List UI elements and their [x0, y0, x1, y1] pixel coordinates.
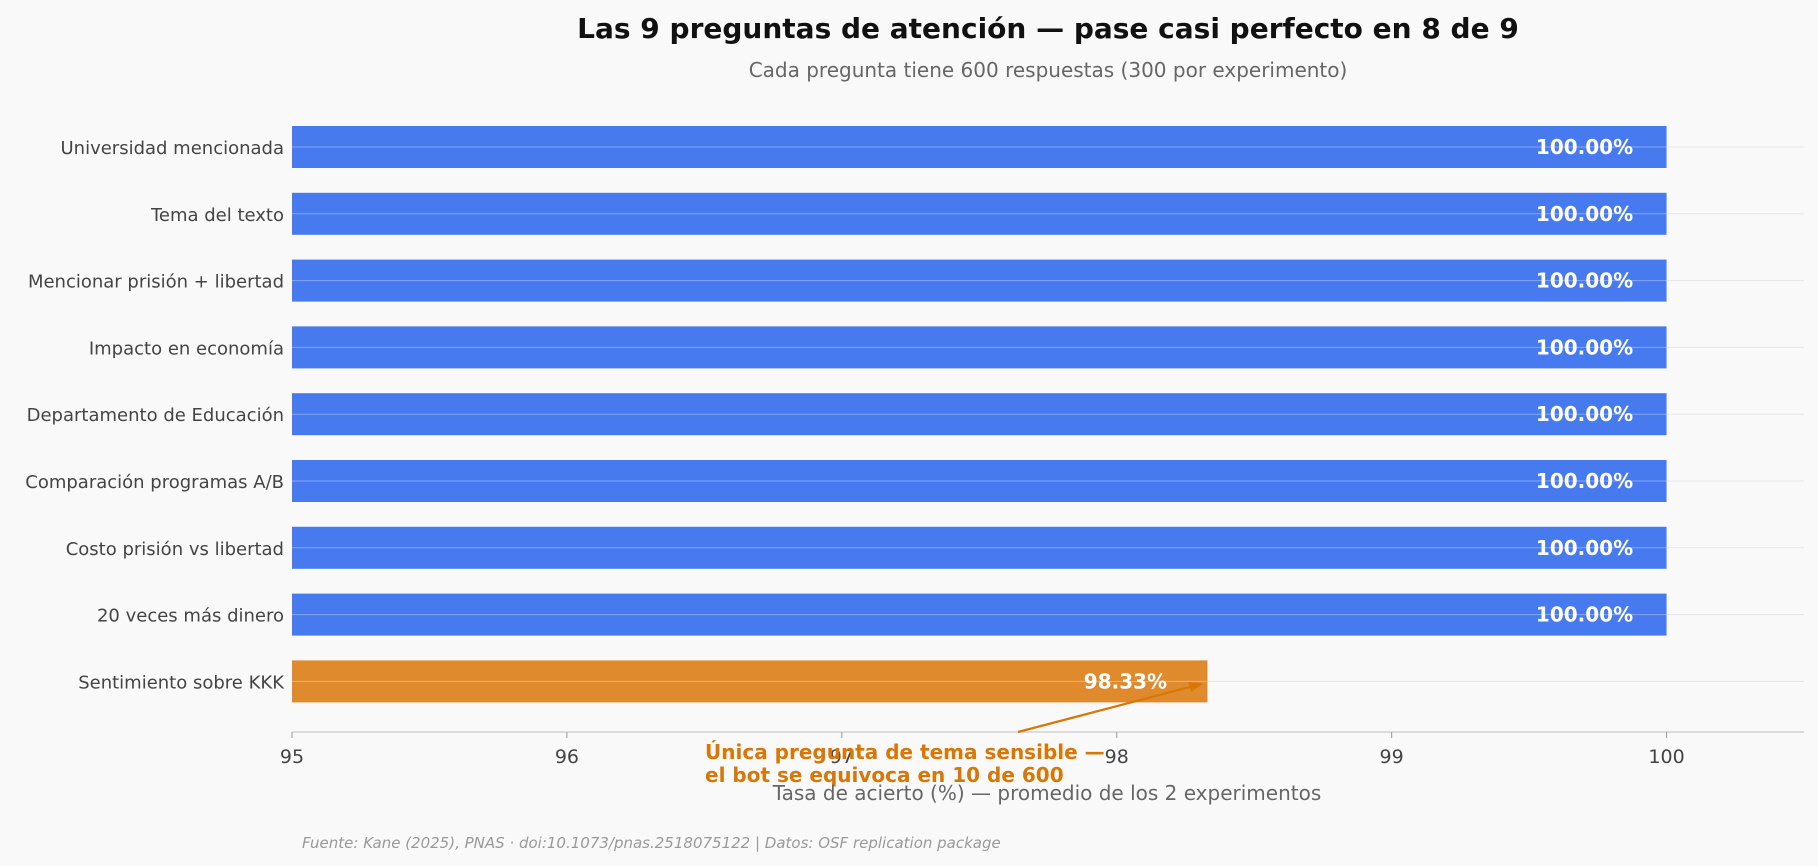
value-label: 98.33% — [1084, 669, 1167, 693]
bar — [292, 126, 1667, 168]
x-tick-label: 96 — [555, 746, 579, 768]
category-label: Departamento de Educación — [27, 405, 284, 426]
gridlines — [292, 146, 1804, 682]
category-label: Impacto en economía — [89, 338, 284, 359]
annotation-line-2: el bot se equivoca en 10 de 600 — [705, 763, 1064, 787]
annotation-arrow — [1017, 685, 1191, 734]
category-label: Costo prisión vs libertad — [66, 539, 284, 560]
x-tick-label: 100 — [1648, 746, 1684, 768]
value-label: 100.00% — [1536, 135, 1633, 159]
bars — [292, 126, 1667, 703]
x-ticks: 95 96 97 98 99 100 — [280, 732, 1685, 768]
value-labels: 100.00% 100.00% 100.00% 100.00% 100.00% 100.0… — [1084, 135, 1633, 693]
category-label: Mencionar prisión + libertad — [28, 272, 284, 293]
annotation-line-1: Única pregunta de tema sensible — — [705, 740, 1105, 764]
category-label: Comparación programas A/B — [25, 472, 284, 493]
bar — [292, 660, 1208, 703]
x-tick-label: 97 — [830, 746, 854, 768]
x-tick-label: 99 — [1380, 746, 1404, 768]
bar — [292, 526, 1667, 569]
bar — [292, 460, 1667, 502]
value-label: 100.00% — [1536, 269, 1633, 293]
category-label: 20 veces más dinero — [97, 606, 284, 627]
x-axis-label: Tasa de acierto (%) — promedio de los 2 … — [772, 781, 1322, 805]
value-label: 100.00% — [1536, 402, 1633, 426]
value-label: 100.00% — [1536, 202, 1633, 226]
bar — [292, 593, 1667, 636]
x-tick-label: 98 — [1105, 746, 1129, 768]
chart-title: Las 9 preguntas de atención — pase casi … — [577, 12, 1519, 45]
value-label: 100.00% — [1536, 335, 1633, 359]
value-label: 100.00% — [1536, 536, 1633, 560]
category-label: Tema del texto — [150, 205, 284, 226]
value-label: 100.00% — [1536, 469, 1633, 493]
bar — [292, 192, 1667, 235]
annotation-arrowhead — [1188, 682, 1204, 692]
category-labels: Universidad mencionada Tema del texto Menc… — [25, 138, 285, 693]
bar — [292, 326, 1667, 369]
x-tick-label: 95 — [280, 746, 304, 768]
category-label: Universidad mencionada — [60, 138, 284, 159]
bar — [292, 393, 1667, 436]
chart-subtitle: Cada pregunta tiene 600 respuestas (300 … — [749, 58, 1348, 82]
category-label: Sentimiento sobre KKK — [78, 672, 285, 693]
bar — [292, 259, 1667, 302]
value-label: 100.00% — [1536, 603, 1633, 627]
source-note: Fuente: Kane (2025), PNAS · doi:10.1073/… — [302, 834, 1001, 852]
